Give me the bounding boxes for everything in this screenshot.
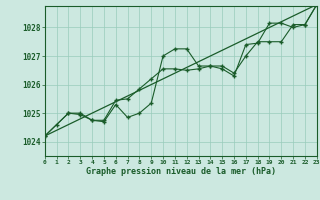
X-axis label: Graphe pression niveau de la mer (hPa): Graphe pression niveau de la mer (hPa) xyxy=(86,167,276,176)
